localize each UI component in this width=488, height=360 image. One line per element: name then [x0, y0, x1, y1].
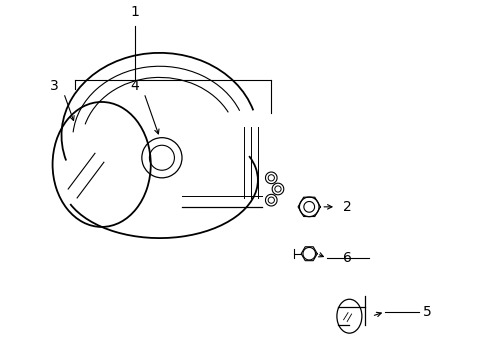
Text: 4: 4 [130, 79, 139, 93]
Text: 1: 1 [130, 5, 139, 19]
Text: 3: 3 [50, 79, 59, 93]
Text: 2: 2 [342, 200, 351, 214]
Text: 5: 5 [422, 305, 431, 319]
Text: 6: 6 [342, 251, 351, 265]
